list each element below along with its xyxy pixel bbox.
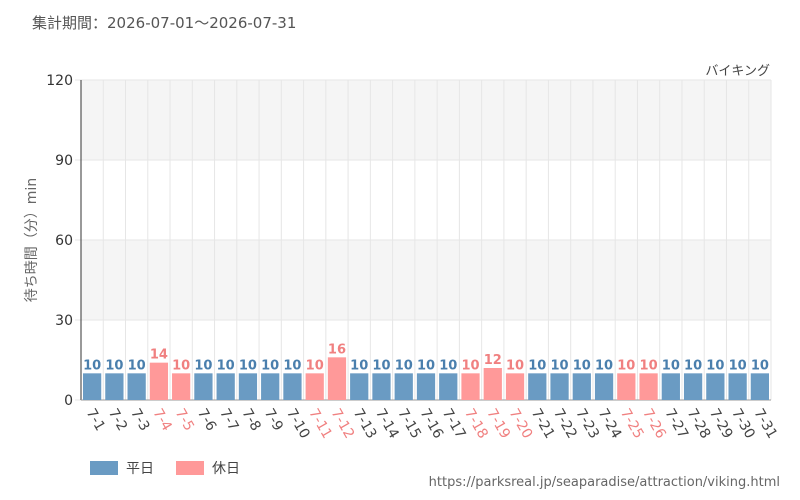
x-tick-label: 7-6 (194, 406, 219, 434)
value-label: 10 (372, 358, 390, 373)
period-end: 2026-07-31 (209, 14, 297, 32)
value-label: 10 (506, 358, 524, 373)
value-label: 10 (83, 358, 101, 373)
period-header: 集計期間：2026-07-01～2026-07-31 (32, 12, 296, 33)
value-label: 10 (684, 358, 702, 373)
bar-7-16 (416, 373, 436, 400)
series-name-label: バイキング (705, 64, 770, 79)
bar-7-9 (261, 373, 280, 400)
value-label: 12 (484, 353, 502, 368)
legend: 平日 休日 (90, 458, 262, 478)
value-label: 10 (172, 358, 190, 373)
x-tick-label: 7-31 (750, 406, 780, 442)
bar-7-1 (83, 373, 102, 400)
bar-7-20 (505, 373, 525, 400)
bar-7-13 (350, 373, 369, 400)
bar-7-10 (283, 373, 302, 400)
value-label: 10 (595, 358, 613, 373)
x-tick-label: 7-7 (216, 406, 241, 434)
x-tick-label: 7-9 (261, 406, 286, 434)
bar-7-15 (394, 373, 413, 400)
value-label: 10 (751, 358, 769, 373)
bar-7-7 (216, 373, 235, 400)
value-label: 10 (551, 358, 569, 373)
bar-7-5 (172, 373, 191, 400)
value-label: 10 (239, 358, 257, 373)
bar-7-30 (728, 373, 747, 400)
bar-7-22 (550, 373, 569, 400)
grid-band (81, 80, 771, 160)
bar-7-27 (661, 373, 680, 400)
bar-7-18 (461, 373, 480, 400)
value-label: 10 (217, 358, 235, 373)
bar-7-29 (706, 373, 725, 400)
y-tick-label: 0 (64, 393, 73, 409)
y-axis-title: 待ち時間（分）min (24, 178, 40, 302)
legend-item-holiday: 休日 (176, 458, 240, 478)
value-label: 10 (128, 358, 146, 373)
bar-7-24 (594, 373, 614, 400)
legend-swatch-weekday (90, 461, 118, 475)
bar-7-11 (305, 373, 324, 400)
bar-7-2 (105, 373, 124, 400)
bar-7-8 (238, 373, 258, 400)
grid-band (81, 240, 771, 320)
source-link[interactable]: https://parksreal.jp/seaparadise/attract… (428, 475, 780, 490)
y-tick-label: 120 (46, 73, 73, 89)
bar-7-3 (127, 373, 146, 400)
value-label: 10 (528, 358, 546, 373)
bar-7-6 (194, 373, 213, 400)
value-label: 10 (729, 358, 747, 373)
period-label: 集計期間： (32, 14, 108, 32)
bar-7-25 (617, 373, 636, 400)
value-label: 10 (194, 358, 212, 373)
value-label: 10 (417, 358, 435, 373)
bar-7-26 (639, 373, 658, 400)
x-tick-label: 7-1 (83, 406, 108, 434)
x-tick-label: 7-2 (105, 406, 130, 434)
value-label: 10 (461, 358, 479, 373)
bar-7-31 (750, 373, 769, 400)
value-label: 10 (306, 358, 324, 373)
value-label: 10 (395, 358, 413, 373)
bar-7-4 (149, 362, 169, 400)
legend-label-holiday: 休日 (212, 461, 240, 477)
value-label: 10 (573, 358, 591, 373)
x-tick-label: 7-8 (238, 406, 263, 434)
y-tick-label: 30 (55, 313, 73, 329)
value-label: 10 (617, 358, 635, 373)
legend-swatch-holiday (176, 461, 204, 475)
legend-item-weekday: 平日 (90, 458, 154, 478)
value-label: 10 (283, 358, 301, 373)
value-label: 16 (328, 342, 346, 357)
bar-7-19 (483, 368, 502, 400)
value-label: 10 (706, 358, 724, 373)
legend-label-weekday: 平日 (126, 461, 154, 477)
value-label: 10 (640, 358, 658, 373)
value-label: 14 (150, 348, 168, 363)
period-separator: ～ (194, 14, 210, 32)
x-tick-label: 7-4 (149, 406, 174, 434)
value-label: 10 (350, 358, 368, 373)
bar-7-21 (528, 373, 547, 400)
x-tick-label: 7-5 (172, 406, 197, 434)
value-label: 10 (662, 358, 680, 373)
y-tick-label: 60 (55, 233, 73, 249)
bar-7-14 (372, 373, 391, 400)
bar-7-23 (572, 373, 591, 400)
bar-7-28 (683, 373, 703, 400)
period-start: 2026-07-01 (107, 14, 195, 32)
bar-7-17 (439, 373, 458, 400)
value-label: 10 (439, 358, 457, 373)
bar-7-12 (327, 357, 347, 400)
y-tick-label: 90 (55, 153, 73, 169)
x-tick-label: 7-3 (127, 406, 152, 434)
value-label: 10 (261, 358, 279, 373)
value-label: 10 (105, 358, 123, 373)
